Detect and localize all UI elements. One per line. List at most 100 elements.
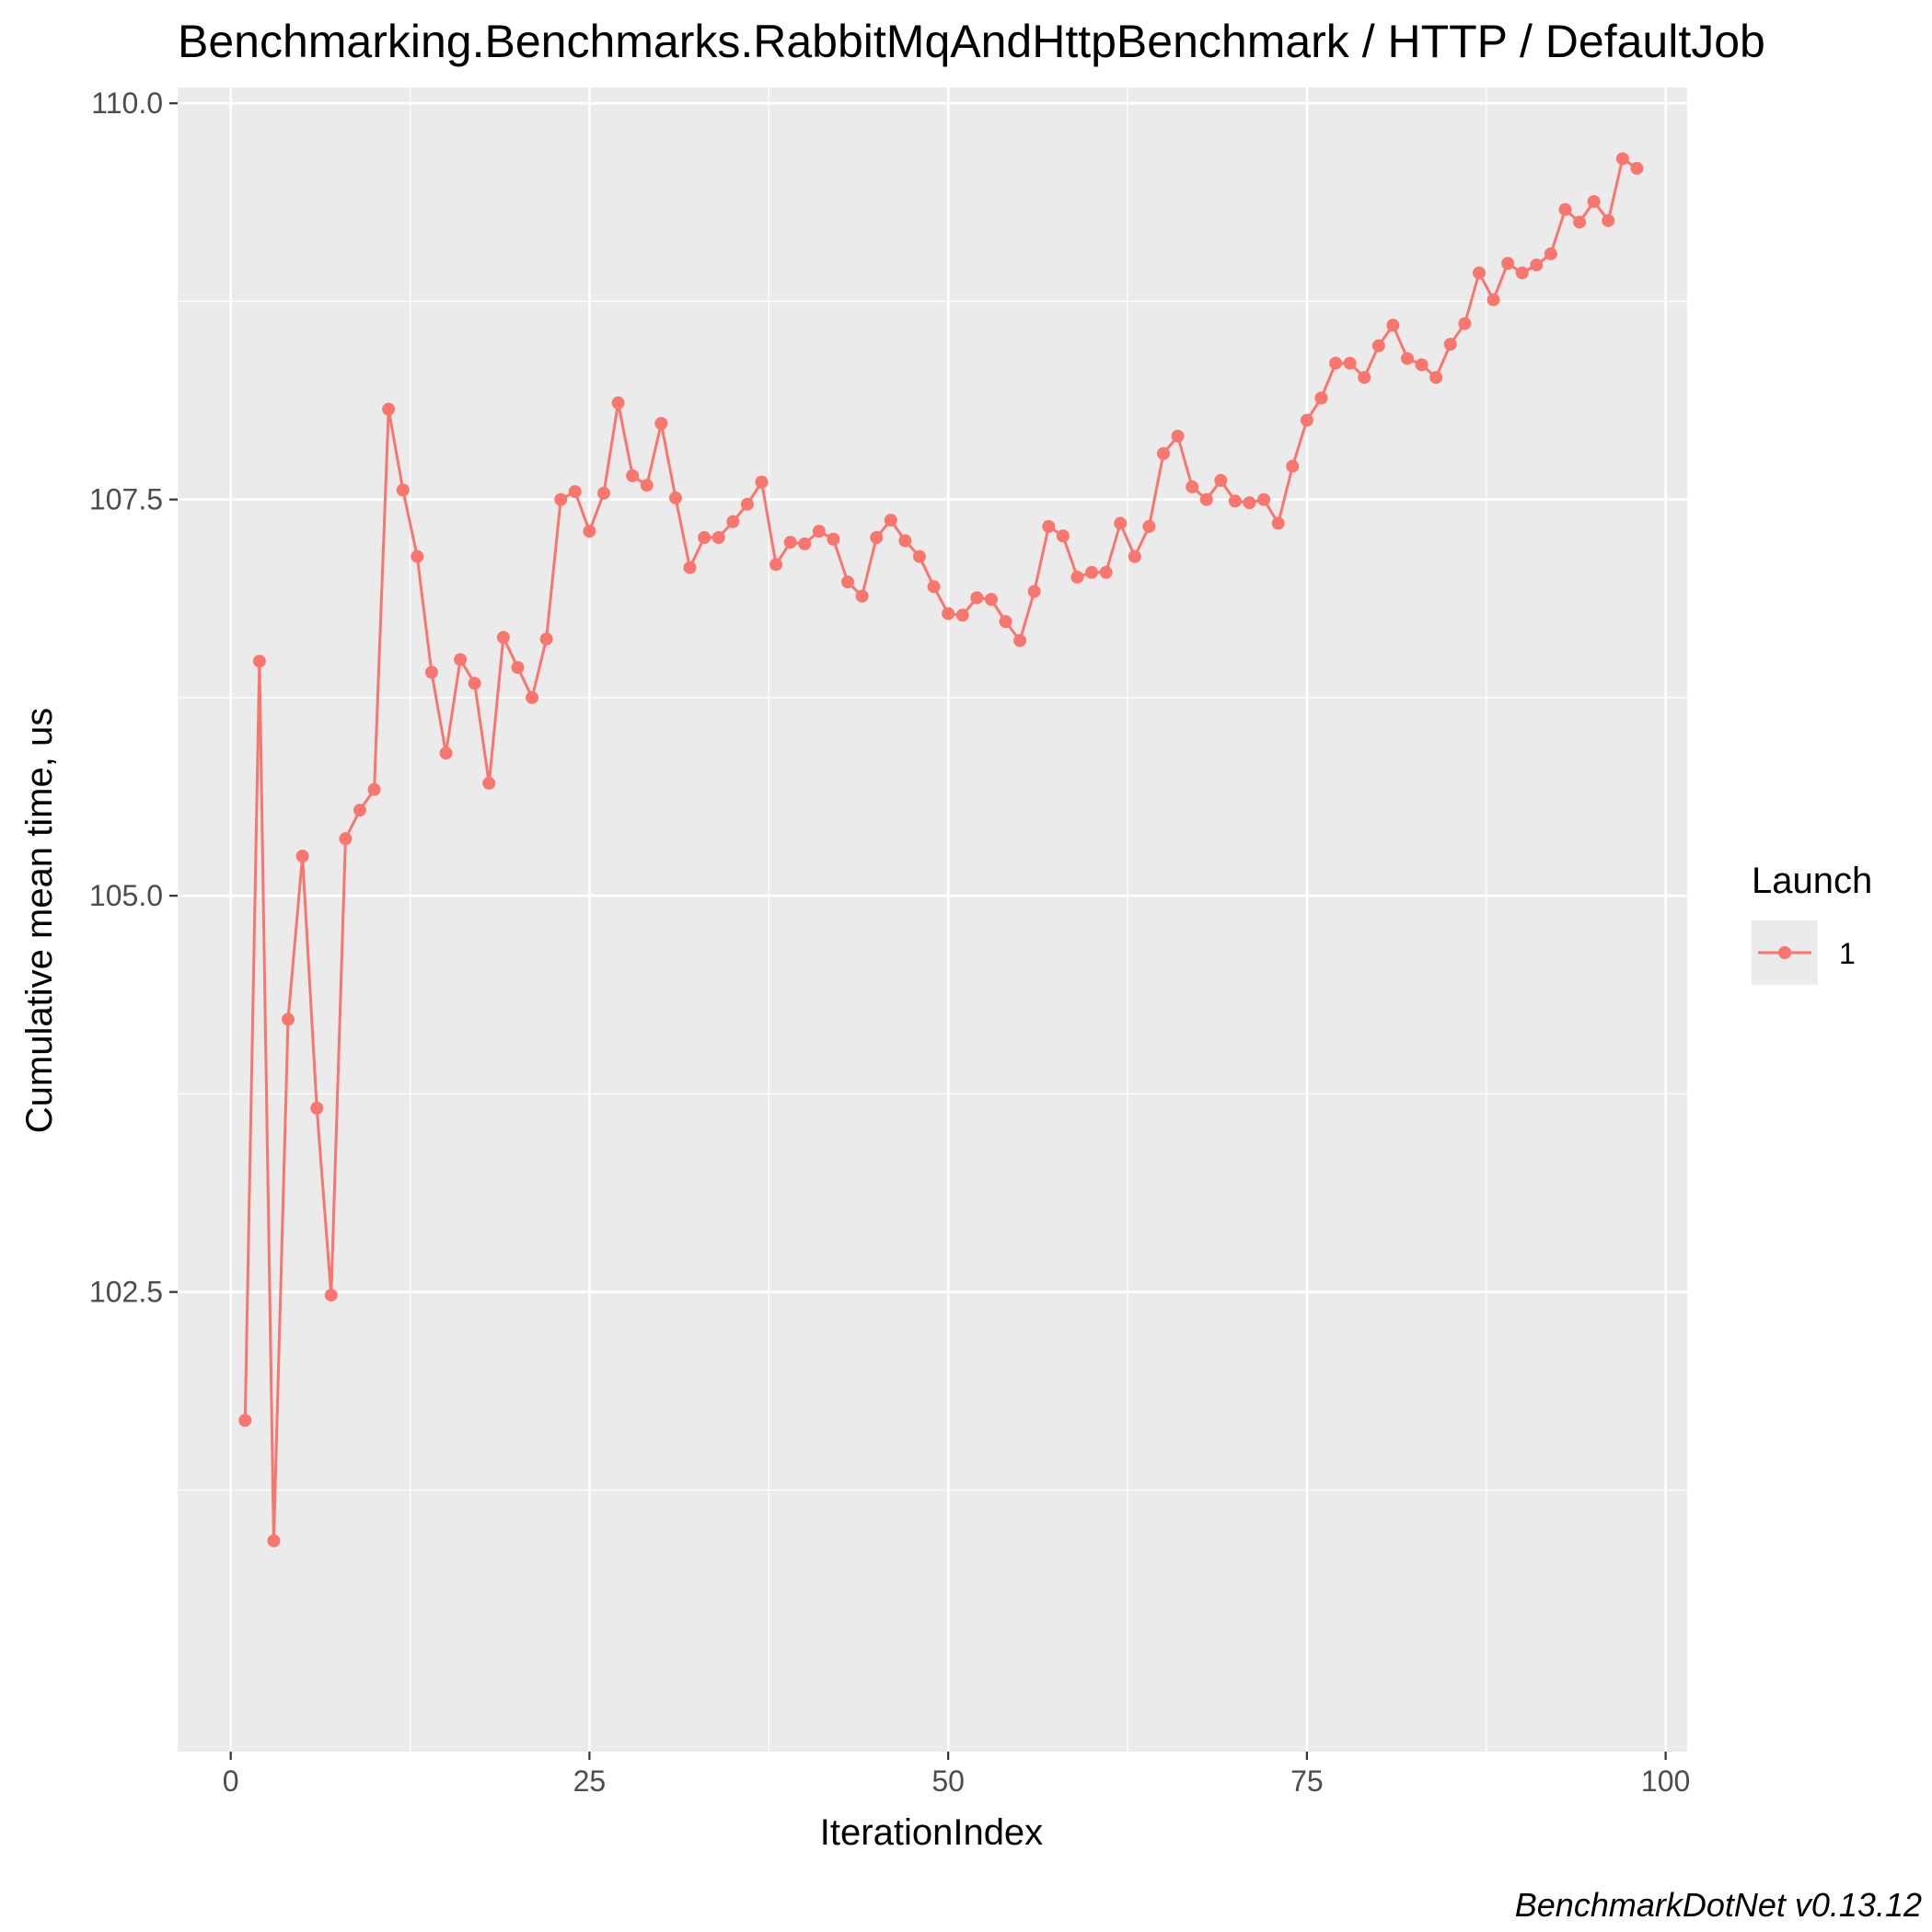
data-point (1171, 429, 1185, 443)
y-tick-label: 102.5 (89, 1276, 163, 1309)
data-point (496, 631, 510, 644)
data-point (683, 561, 697, 574)
data-point (1558, 202, 1572, 216)
data-point (310, 1101, 324, 1115)
data-point (396, 483, 410, 497)
data-point (1114, 516, 1128, 530)
data-point (1501, 257, 1515, 271)
data-point (798, 537, 812, 550)
legend-title: Launch (1752, 861, 1872, 901)
chart-title: Benchmarking.Benchmarks.RabbitMqAndHttpB… (178, 16, 1765, 67)
data-point (1371, 339, 1385, 353)
data-point (1458, 317, 1472, 330)
data-point (755, 475, 769, 489)
data-point (1042, 519, 1056, 533)
data-point (597, 486, 611, 500)
data-point (1199, 492, 1213, 506)
data-point (1286, 459, 1300, 473)
data-point (1472, 266, 1486, 280)
data-point (769, 558, 783, 572)
x-tick-label: 50 (931, 1764, 965, 1798)
plot-panel (169, 87, 1687, 1760)
data-point (439, 746, 453, 760)
data-point (1300, 413, 1313, 427)
y-tick-label: 107.5 (89, 483, 163, 516)
x-tick-label: 25 (573, 1764, 607, 1798)
data-point (783, 536, 797, 550)
data-point (568, 485, 582, 499)
x-axis-title: IterationIndex (820, 1812, 1043, 1853)
data-point (912, 550, 926, 563)
data-point (554, 492, 568, 506)
data-point (812, 525, 826, 538)
data-point (654, 417, 668, 431)
data-point (1386, 318, 1400, 332)
data-point (1358, 371, 1371, 385)
data-point (1443, 337, 1457, 351)
legend-label: 1 (1839, 937, 1856, 970)
data-point (526, 690, 539, 704)
data-point (1186, 480, 1199, 493)
data-point (1487, 293, 1500, 307)
data-point (583, 525, 596, 538)
data-point (1343, 356, 1357, 370)
data-point (539, 632, 553, 646)
y-tick-label: 105.0 (89, 879, 163, 912)
data-point (1128, 550, 1141, 563)
data-point (324, 1289, 338, 1302)
x-tick-label: 75 (1290, 1764, 1324, 1798)
data-point (1243, 496, 1256, 510)
data-point (942, 607, 955, 620)
data-point (1314, 391, 1328, 405)
x-tick-label: 0 (223, 1764, 239, 1798)
data-point (1329, 356, 1343, 370)
data-point (411, 550, 424, 563)
data-point (898, 534, 912, 548)
data-point (668, 491, 682, 504)
data-point (999, 615, 1012, 629)
data-point (1615, 152, 1629, 166)
legend-key-marker (1778, 946, 1791, 959)
data-point (1070, 571, 1084, 584)
data-point (1013, 633, 1027, 647)
data-point (482, 776, 496, 790)
data-point (841, 575, 855, 589)
data-point (884, 514, 897, 527)
data-point (1401, 352, 1415, 365)
plot-background (178, 87, 1687, 1752)
data-point (698, 531, 711, 545)
data-point (1228, 494, 1242, 508)
data-point (1544, 247, 1557, 260)
data-point (252, 654, 266, 668)
data-point (626, 469, 640, 482)
data-point (1085, 565, 1099, 579)
data-point (511, 661, 525, 675)
data-point (927, 580, 941, 594)
data-point (740, 497, 754, 511)
data-point (1142, 519, 1156, 533)
data-point (424, 665, 438, 679)
data-point (870, 531, 884, 545)
data-point (1429, 371, 1443, 385)
y-axis-title: Cumulative mean time, us (19, 708, 60, 1133)
data-point (726, 515, 740, 528)
data-point (295, 850, 309, 863)
data-point (984, 593, 998, 607)
caption: BenchmarkDotNet v0.13.12 (1515, 1886, 1922, 1924)
data-point (282, 1012, 295, 1026)
data-point (1156, 446, 1170, 460)
data-point (1257, 492, 1271, 506)
data-point (339, 832, 353, 846)
data-point (711, 531, 725, 545)
data-point (454, 653, 468, 666)
x-tick-label: 100 (1641, 1764, 1690, 1798)
data-point (382, 402, 396, 416)
data-point (1530, 258, 1544, 272)
data-point (1515, 266, 1529, 280)
y-tick-label: 110.0 (91, 87, 163, 120)
data-point (1271, 516, 1285, 530)
data-point (1214, 474, 1228, 488)
data-point (267, 1533, 281, 1547)
data-point (1027, 584, 1041, 598)
